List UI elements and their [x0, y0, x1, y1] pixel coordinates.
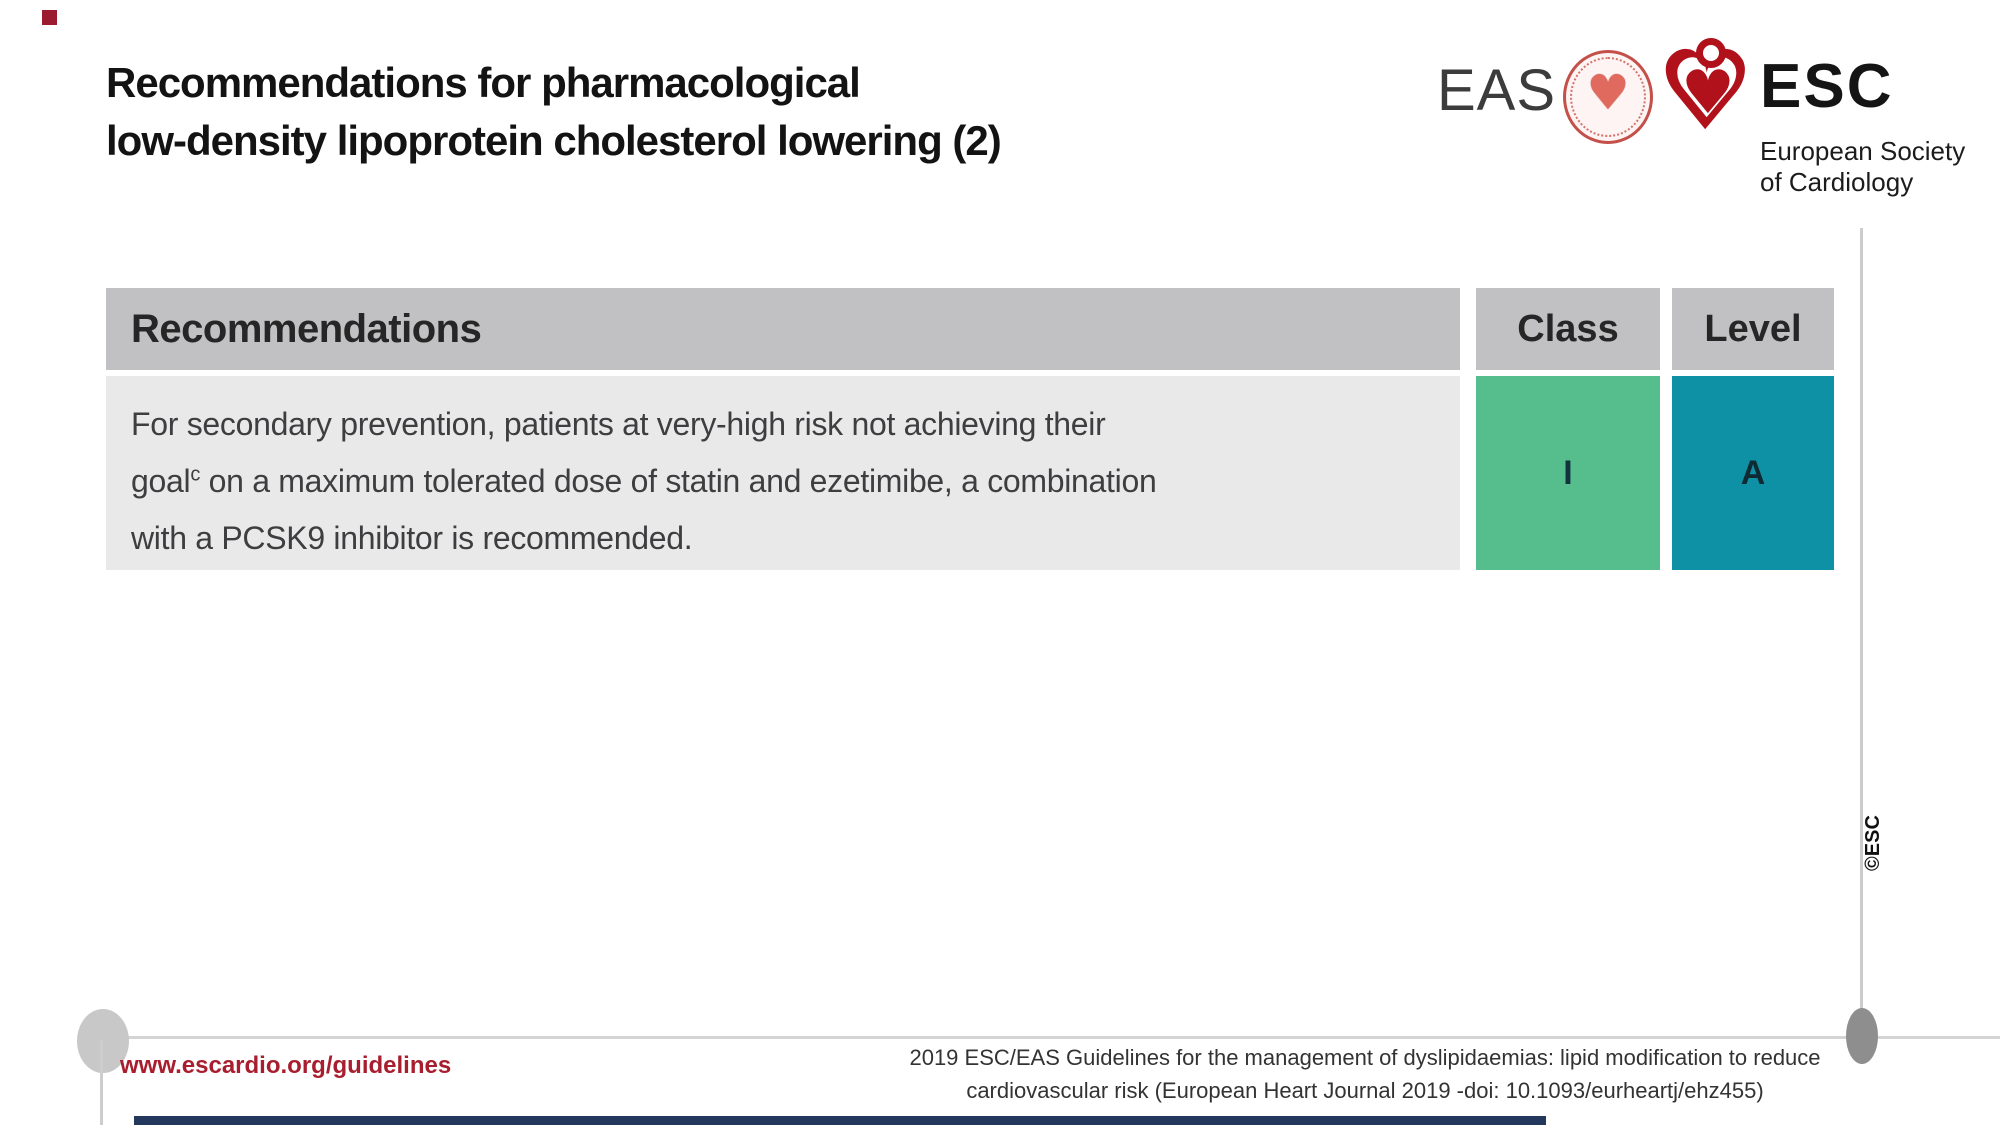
- guidelines-website-link[interactable]: www.escardio.org/guidelines: [120, 1052, 452, 1079]
- eas-logo-text: EAS: [1437, 58, 1557, 123]
- footer-right-dot: [1846, 1008, 1878, 1064]
- esc-logo-text: ESC: [1760, 52, 1894, 121]
- recommendation-line2: goalc on a maximum tolerated dose of sta…: [131, 463, 1157, 499]
- esc-copyright-vertical: ©ESC: [1862, 815, 1884, 871]
- eas-seal-icon: ♥: [1563, 50, 1653, 144]
- recommendation-line1: For secondary prevention, patients at ve…: [131, 406, 1106, 442]
- right-vertical-rule: [1860, 228, 1863, 1040]
- corner-accent-square: [42, 10, 57, 25]
- footnote-superscript: c: [190, 463, 201, 486]
- citation-text: 2019 ESC/EAS Guidelines for the manageme…: [860, 1041, 1870, 1107]
- citation-line2: cardiovascular risk (European Heart Jour…: [966, 1078, 1764, 1103]
- footer-left-dot: [77, 1009, 129, 1073]
- stethoscope-loop-icon: [1696, 38, 1726, 68]
- page-title: Recommendations for pharmacological low-…: [106, 54, 1406, 170]
- footer-horizontal-rule: [100, 1036, 2000, 1039]
- level-value-cell: A: [1672, 376, 1834, 570]
- footer-left-vertical-rule: [100, 1040, 103, 1125]
- eas-seal-heart-icon: ♥: [1586, 65, 1630, 121]
- page-title-line1: Recommendations for pharmacological: [106, 59, 861, 106]
- table-header-class: Class: [1476, 288, 1660, 370]
- esc-heart-icon: ♥ ♥ ♥: [1656, 27, 1755, 155]
- table-header-level: Level: [1672, 288, 1834, 370]
- bottom-navy-bar: [134, 1116, 1546, 1125]
- citation-line1: 2019 ESC/EAS Guidelines for the manageme…: [909, 1045, 1821, 1070]
- esc-logo-subtitle: European Society of Cardiology: [1760, 136, 1966, 197]
- table-row-recommendation-text: For secondary prevention, patients at ve…: [106, 376, 1460, 570]
- class-value-cell: I: [1476, 376, 1660, 570]
- recommendation-line3: with a PCSK9 inhibitor is recommended.: [131, 520, 693, 556]
- page-title-line2: low-density lipoprotein cholesterol lowe…: [106, 117, 1002, 164]
- table-header-recommendations: Recommendations: [106, 288, 1460, 370]
